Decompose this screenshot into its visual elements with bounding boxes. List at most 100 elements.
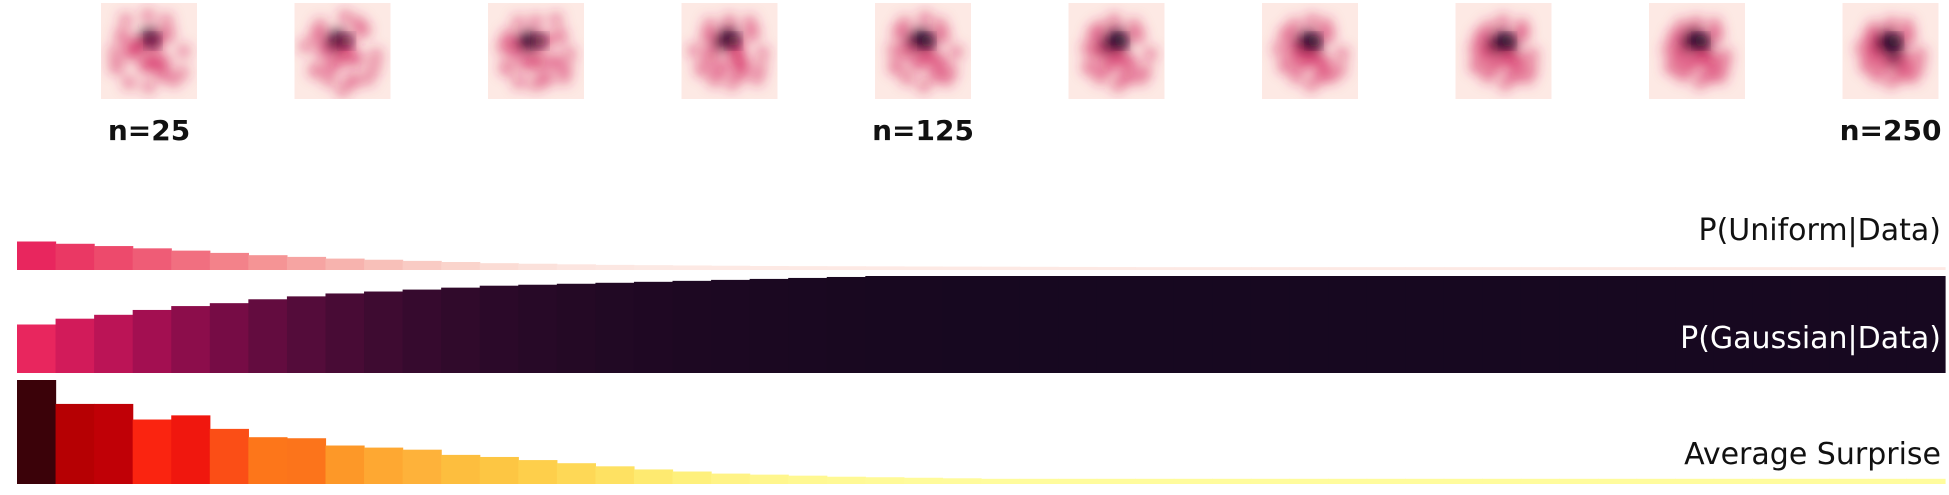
bar — [1173, 276, 1213, 373]
bar — [479, 285, 519, 373]
bar — [325, 258, 365, 270]
bar — [788, 277, 828, 373]
bar — [1713, 267, 1753, 270]
bar — [1790, 267, 1830, 270]
bar — [1135, 478, 1175, 484]
bar — [209, 252, 249, 270]
bar — [94, 403, 134, 484]
bar — [1405, 276, 1445, 373]
bar — [1443, 276, 1483, 373]
bar — [1675, 276, 1715, 373]
bar — [711, 473, 751, 484]
bar — [325, 445, 365, 484]
bar — [479, 456, 519, 484]
bar — [865, 477, 905, 484]
bar — [1675, 478, 1715, 484]
bar — [132, 248, 172, 270]
average-surprise-bar-row — [17, 380, 1946, 484]
bar — [1019, 266, 1059, 270]
bar — [1752, 267, 1792, 270]
bar — [248, 255, 288, 270]
bar — [55, 403, 95, 484]
bar — [1636, 267, 1676, 270]
bar — [1366, 478, 1406, 484]
bar — [1790, 478, 1830, 484]
bar — [1173, 478, 1213, 484]
bar — [1328, 478, 1368, 484]
bar — [518, 263, 558, 270]
bar — [1173, 267, 1213, 270]
bar — [1443, 478, 1483, 484]
bar — [402, 260, 442, 270]
bar — [1096, 276, 1136, 373]
bar — [903, 266, 944, 270]
heatmap-thumbnail — [875, 3, 971, 99]
uniform-probability-bar-row — [17, 241, 1946, 270]
bar — [94, 246, 134, 270]
bar — [286, 438, 327, 484]
bar — [1597, 276, 1638, 373]
bar — [1366, 276, 1406, 373]
bar — [518, 460, 558, 484]
bar — [865, 276, 905, 373]
bar — [364, 259, 404, 270]
bar — [364, 291, 404, 373]
bar — [441, 454, 481, 484]
bar — [595, 466, 635, 484]
bar — [1019, 478, 1059, 484]
bar — [1906, 478, 1946, 484]
bar — [1250, 267, 1291, 270]
bar — [1212, 478, 1252, 484]
bar — [1559, 267, 1599, 270]
bar — [1713, 276, 1753, 373]
bar — [518, 284, 558, 373]
bar — [132, 309, 172, 373]
bar — [556, 283, 596, 373]
bar — [711, 265, 751, 270]
bar — [903, 477, 944, 484]
bar — [1328, 267, 1368, 270]
bar — [556, 264, 596, 270]
bar — [1752, 276, 1792, 373]
heatmap-thumbnails-row — [101, 3, 1939, 99]
heatmap-thumbnail — [1649, 3, 1745, 99]
bar — [1713, 478, 1753, 484]
bar — [1212, 276, 1252, 373]
bar — [1867, 276, 1908, 373]
sample-size-label: n=25 — [108, 114, 190, 147]
bar — [1405, 478, 1445, 484]
bar — [1829, 478, 1869, 484]
bar — [1482, 478, 1522, 484]
bar — [1597, 267, 1638, 270]
bar — [1212, 267, 1252, 270]
bar — [865, 266, 905, 270]
heatmap-thumbnail — [1842, 3, 1939, 99]
bar — [826, 266, 866, 270]
bar — [1019, 276, 1059, 373]
bar — [788, 266, 828, 270]
bar — [209, 303, 249, 373]
bar — [17, 380, 57, 484]
bar — [1675, 267, 1715, 270]
sample-size-label: n=125 — [872, 114, 974, 147]
uniform-probability-label: P(Uniform|Data) — [1699, 213, 1942, 248]
bar — [942, 266, 982, 270]
bar — [749, 474, 789, 484]
bar — [17, 241, 57, 270]
bar — [749, 278, 789, 373]
gaussian-probability-label: P(Gaussian|Data) — [1680, 321, 1941, 356]
bar — [788, 475, 828, 484]
bar — [441, 287, 481, 373]
bar — [1289, 478, 1329, 484]
bar — [1443, 267, 1483, 270]
bar — [1058, 478, 1098, 484]
bar — [364, 447, 404, 484]
bar — [171, 306, 211, 373]
bar — [1906, 276, 1946, 373]
bar — [402, 289, 442, 373]
bar — [1597, 478, 1638, 484]
bar — [209, 428, 249, 484]
gaussian-probability-bar-row — [17, 276, 1946, 373]
bar — [1250, 478, 1291, 484]
bar — [556, 463, 596, 484]
